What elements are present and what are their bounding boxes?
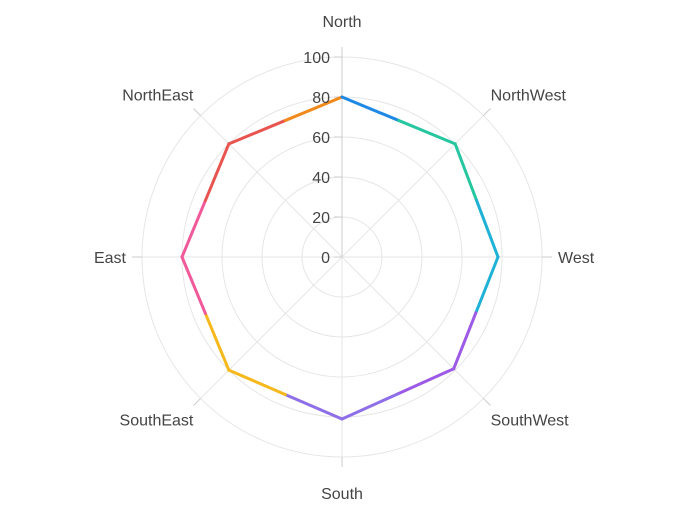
data-point-west[interactable]: [496, 255, 500, 259]
series-segment-2-a: [474, 255, 500, 315]
category-label-north: North: [322, 14, 361, 31]
spoke-tick-southeast: [193, 398, 201, 406]
series-segment-3-b: [340, 392, 400, 421]
value-tick-label-100: 100: [303, 50, 330, 67]
series-segment-7-b: [283, 95, 344, 122]
series-segment-3-a: [396, 367, 456, 396]
category-label-southeast: SouthEast: [120, 413, 194, 430]
value-tick-label-0: 0: [321, 250, 330, 267]
category-label-northeast: NorthEast: [122, 87, 194, 104]
value-tick-label-80: 80: [312, 90, 330, 107]
data-point-south[interactable]: [340, 417, 344, 421]
category-label-east: East: [94, 250, 127, 267]
category-label-southwest: SouthWest: [491, 413, 570, 430]
spoke-northwest: [341, 115, 484, 258]
spoke-northeast: [200, 115, 343, 258]
category-label-northwest: NorthWest: [491, 87, 567, 104]
data-point-southwest[interactable]: [452, 367, 456, 371]
category-label-west: West: [558, 250, 595, 267]
series-layer: [180, 95, 500, 421]
series-segment-5-b: [180, 255, 207, 316]
value-tick-label-60: 60: [312, 130, 330, 147]
data-point-northeast[interactable]: [227, 142, 231, 146]
series-segment-1-a: [453, 142, 479, 202]
spoke-southwest: [341, 256, 484, 399]
spoke-tick-northeast: [193, 108, 201, 116]
spoke-southeast: [200, 256, 343, 399]
data-point-north[interactable]: [340, 95, 344, 99]
series-segment-4-a: [283, 393, 344, 421]
series-segment-1-b: [475, 198, 500, 259]
series-segment-5-a: [203, 312, 231, 372]
series-segment-7-a: [227, 118, 287, 146]
series-segment-0-b: [397, 118, 457, 146]
grid-layer: [132, 47, 552, 467]
spoke-tick-southwest: [483, 398, 491, 406]
label-layer: 0 20 40 60 80 100 North NorthWest West SouthWest S…: [94, 14, 595, 503]
series-segment-6-a: [180, 198, 207, 259]
series-segment-0-a: [340, 95, 401, 122]
data-point-east[interactable]: [180, 255, 184, 259]
category-label-south: South: [321, 486, 363, 503]
series-segment-4-b: [227, 368, 287, 397]
value-tick-label-40: 40: [312, 170, 330, 187]
spoke-tick-northwest: [483, 108, 491, 116]
data-point-northwest[interactable]: [453, 142, 457, 146]
series-segment-6-b: [203, 142, 231, 202]
series-segment-2-b: [452, 311, 478, 371]
data-point-southeast[interactable]: [227, 368, 231, 372]
value-tick-label-20: 20: [312, 210, 330, 227]
